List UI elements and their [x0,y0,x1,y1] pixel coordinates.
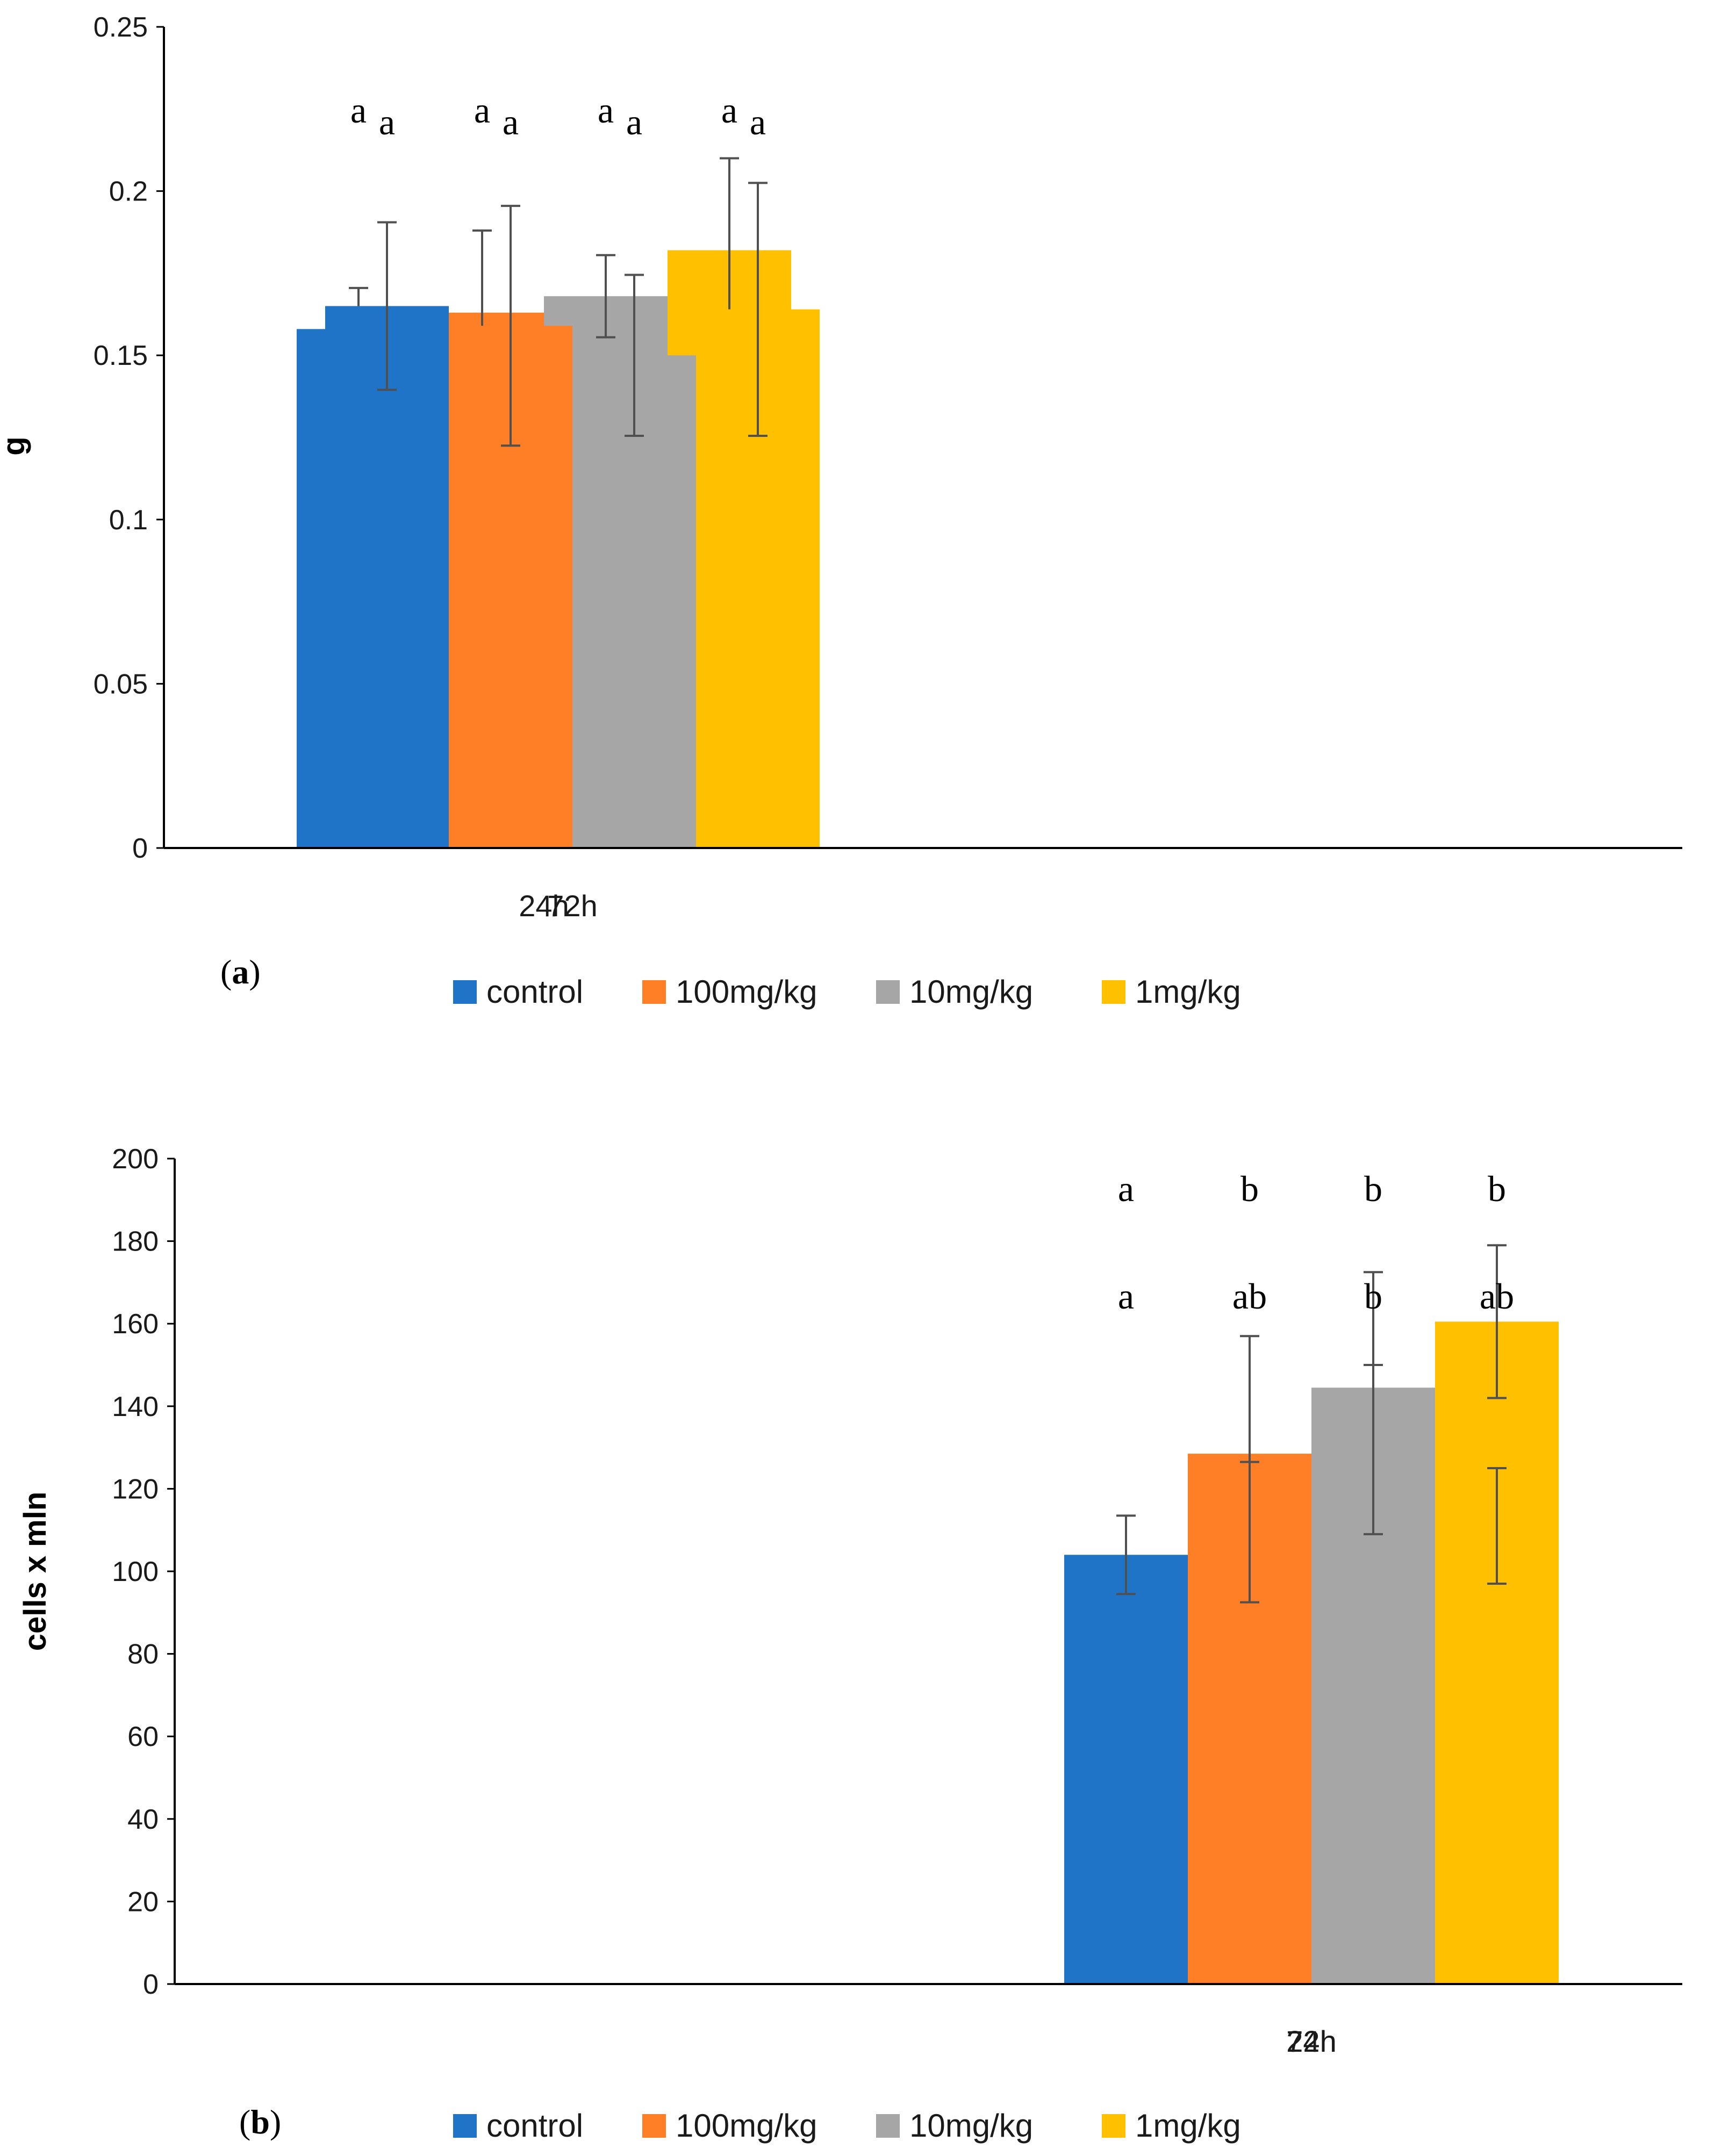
legend-label: 100mg/kg [676,2108,817,2144]
significance-letter: ab [1480,1276,1514,1317]
legend-label: 100mg/kg [676,974,817,1010]
y-tick-label: 100 [112,1556,159,1587]
y-tick-label: 120 [112,1474,159,1505]
y-tick-label: 0.05 [94,669,148,700]
legend-label: control [486,2108,583,2144]
legend-swatch [453,980,477,1004]
significance-letter: b [1364,1276,1382,1317]
legend-swatch [876,980,900,1004]
x-category-label: 24h [1286,2024,1336,2058]
significance-letter: a [598,90,614,131]
panel-label: (a) [220,953,261,991]
x-category-label: 72h [547,889,597,923]
y-tick-label: 20 [127,1886,159,1917]
significance-letter: a [626,102,642,142]
significance-letter: a [474,90,490,131]
y-axis-label: g [0,436,31,455]
legend: control 100mg/kg 10mg/kg 1mg/kg [453,2108,1241,2144]
y-tick-label: 80 [127,1639,159,1670]
legend-swatch [1102,980,1125,1004]
chart-panel-a: 00.050.10.150.20.25gaaaa24haaaa72h(a)con… [0,12,1682,1010]
legend-label: 10mg/kg [909,2108,1033,2144]
significance-letter: b [1240,1168,1259,1209]
legend-label: 1mg/kg [1135,974,1241,1010]
bar-control-72h [1064,1555,1188,1984]
bar-100mgkg-72h [1188,1532,1311,1984]
y-tick-label: 0.25 [94,12,148,43]
y-tick-label: 160 [112,1309,159,1340]
legend-swatch [453,2114,477,2138]
panel-label-letter: a [232,953,249,991]
x-category-label: 72h [1286,2024,1336,2058]
significance-letter: a [750,102,766,142]
y-tick-label: 180 [112,1226,159,1257]
panel-label-open: ( [220,953,232,991]
panel-label-close: ) [249,953,260,991]
bar-10mgkg-72h [572,355,696,848]
y-tick-label: 0 [143,1969,159,2000]
significance-letter: a [350,90,367,131]
legend-label: 10mg/kg [909,974,1033,1010]
significance-letter: a [721,90,737,131]
y-tick-label: 0.15 [94,340,148,371]
panel-label-close: ) [270,2103,281,2141]
significance-letter: b [1364,1168,1382,1209]
legend-swatch [1102,2114,1125,2138]
significance-letter: a [379,102,395,142]
bar-1mgkg-72h [1435,1526,1559,1984]
legend-swatch [642,980,666,1004]
legend-label: 1mg/kg [1135,2108,1241,2144]
y-tick-label: 60 [127,1721,159,1752]
y-tick-label: 0.2 [109,176,148,207]
legend: control 100mg/kg 10mg/kg 1mg/kg [453,974,1241,1010]
y-tick-label: 200 [112,1144,159,1175]
x-category-label: 24h [519,889,569,923]
y-tick-label: 140 [112,1391,159,1422]
panel-label: (b) [239,2103,281,2141]
significance-letter: a [1118,1168,1134,1209]
y-tick-label: 0 [132,833,148,864]
significance-letter: a [1118,1276,1134,1317]
y-tick-label: 40 [127,1804,159,1835]
bar-10mgkg-72h [1311,1449,1435,1984]
bar-control-72h [325,306,449,848]
significance-letter: ab [1232,1276,1267,1317]
y-tick-label: 0.1 [109,505,148,536]
legend-swatch [642,2114,666,2138]
significance-letter: b [1488,1168,1506,1209]
y-axis-label: cells x mln [18,1492,53,1651]
panel-label-letter: b [250,2103,270,2141]
legend-label: control [486,974,583,1010]
panel-label-open: ( [239,2103,250,2141]
significance-letter: a [503,102,519,142]
legend-swatch [876,2114,900,2138]
